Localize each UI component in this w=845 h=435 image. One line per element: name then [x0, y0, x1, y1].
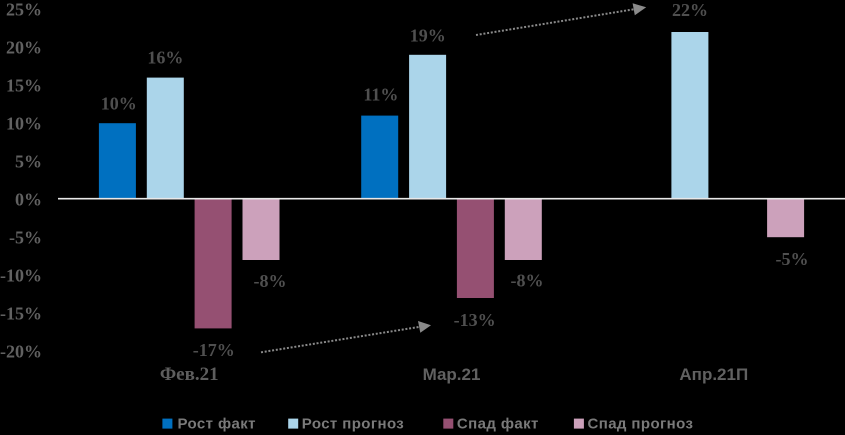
- svg-text:Рост факт: Рост факт: [178, 416, 256, 433]
- svg-text:16%: 16%: [147, 47, 183, 67]
- svg-text:-5%: -5%: [776, 249, 809, 269]
- svg-text:19%: 19%: [410, 25, 446, 45]
- svg-text:5%: 5%: [15, 151, 42, 171]
- svg-text:Фев.21: Фев.21: [160, 364, 219, 385]
- svg-text:-17%: -17%: [193, 340, 235, 360]
- svg-text:-8%: -8%: [254, 271, 287, 291]
- svg-text:20%: 20%: [6, 37, 42, 57]
- svg-text:22%: 22%: [672, 0, 708, 20]
- svg-text:10%: 10%: [6, 113, 42, 133]
- svg-text:-5%: -5%: [9, 227, 42, 247]
- svg-text:-8%: -8%: [511, 271, 544, 291]
- svg-text:Спад прогноз: Спад прогноз: [588, 416, 694, 433]
- svg-text:-10%: -10%: [0, 265, 42, 285]
- svg-text:Апр.21П: Апр.21П: [679, 365, 748, 384]
- svg-text:Мар.21: Мар.21: [423, 365, 481, 384]
- svg-text:Рост прогноз: Рост прогноз: [302, 416, 404, 433]
- svg-text:10%: 10%: [101, 93, 137, 113]
- svg-text:-13%: -13%: [454, 310, 496, 330]
- svg-text:15%: 15%: [6, 75, 42, 95]
- svg-text:Спад факт: Спад факт: [457, 416, 539, 433]
- svg-text:0%: 0%: [15, 189, 42, 209]
- svg-text:-20%: -20%: [0, 341, 42, 361]
- svg-text:25%: 25%: [6, 0, 42, 19]
- svg-text:11%: 11%: [363, 84, 398, 104]
- svg-text:-15%: -15%: [0, 303, 42, 323]
